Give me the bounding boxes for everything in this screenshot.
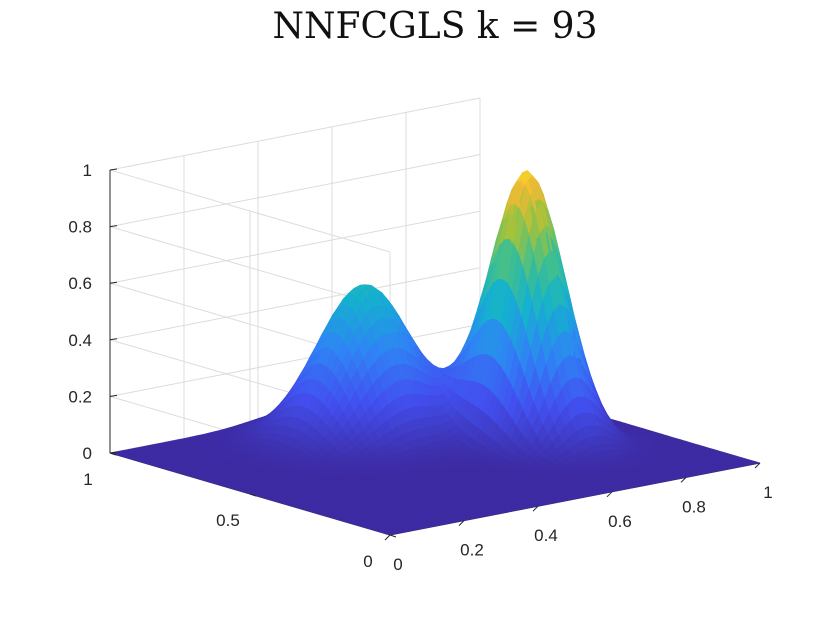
z-tick-mark [109,338,118,341]
x-tick-label: 0.2 [460,541,484,560]
z-tick-mark [109,225,118,228]
z-tick-mark [109,168,118,171]
x-tick-mark [532,505,539,512]
x-tick-label: 0.6 [608,512,632,531]
surface-patch [749,461,761,465]
z-tick-label: 1 [83,161,92,180]
chart-title: NNFCGLS k = 93 [273,6,598,47]
z-tick-mark [109,451,118,454]
z-tick-label: 0.6 [68,274,92,293]
x-tick-label: 0 [393,555,402,574]
x-tick-mark [680,477,687,483]
grid-line [109,97,481,171]
y-tick-label: 0 [363,552,372,571]
y-tick-mark [389,534,397,538]
x-tick-label: 0.8 [682,497,706,516]
x-tick-mark [754,462,761,469]
x-tick-mark [606,491,613,498]
grid-line [109,154,481,228]
y-tick-label: 1 [83,470,92,489]
z-tick-mark [109,394,118,397]
z-tick-label: 0.8 [68,218,92,237]
x-tick-label: 0.4 [534,526,558,545]
z-tick-label: 0.2 [68,387,92,406]
y-tick-label: 0.5 [216,511,240,530]
y-tick-mark [249,493,257,497]
grid-line [109,267,481,341]
y-tick-mark [109,452,117,456]
x-tick-mark [384,534,391,541]
z-tick-label: 0.4 [68,331,92,350]
surface-layer [109,169,761,536]
x-tick-label: 1 [763,483,772,502]
z-tick-mark [109,281,118,284]
z-tick-label: 0 [83,444,92,463]
x-tick-mark [458,520,465,526]
grid-line [109,210,481,284]
grid-line [109,323,481,397]
tick-labels-layer: 0 0.2 0.4 0.6 0.8 1 0 0.2 0.4 0.6 0.8 1 0 0.5 1 [68,161,772,574]
